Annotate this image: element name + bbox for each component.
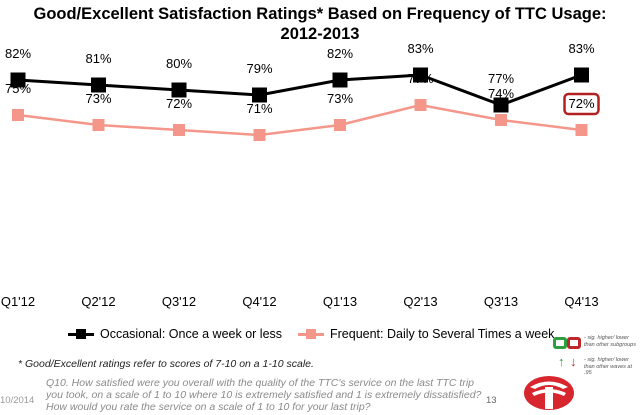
data-label: 83% <box>407 41 433 56</box>
sig-higher-box-icon <box>553 337 567 349</box>
data-label: 72% <box>568 96 594 111</box>
legend-occasional: Occasional: Once a week or less <box>68 327 282 341</box>
sig-arrows-text: - sig. higher/ lower than other waves at… <box>584 357 633 376</box>
chart-title-line2: 2012-2013 <box>280 25 360 43</box>
point-marker-occasional <box>252 87 267 103</box>
x-tick-label: Q4'12 <box>242 294 276 309</box>
data-label: 82% <box>5 46 31 61</box>
series-line-occasional <box>17 73 583 107</box>
data-label: 73% <box>327 91 353 106</box>
sig-lower-box-icon <box>567 337 581 349</box>
data-label: 77% <box>488 71 514 86</box>
legend-occasional-swatch <box>68 328 94 339</box>
x-tick-label: Q1'13 <box>323 294 357 309</box>
sig-highlight-box <box>563 92 600 116</box>
x-tick-label: Q3'12 <box>162 294 196 309</box>
x-tick-label: Q2'12 <box>81 294 115 309</box>
line-chart: 82% 81% 80% 79% 82% 83% 77% 83% 75% 73% 72% 71% 73% 7… <box>1 41 600 309</box>
point-marker-frequent <box>334 119 346 131</box>
chart-title-line1: Good/Excellent Satisfaction Ratings* Bas… <box>33 5 607 23</box>
footer-date: 10/2014 <box>0 395 35 406</box>
legend-frequent-marker <box>306 328 316 339</box>
legend-frequent: Frequent: Daily to Several Times a week <box>298 327 554 341</box>
point-marker-frequent <box>253 129 266 141</box>
point-marker-occasional <box>574 67 589 83</box>
legend-frequent-swatch <box>298 328 324 339</box>
data-label: 80% <box>166 56 192 71</box>
point-marker-frequent <box>12 109 24 121</box>
x-tick-label: Q2'13 <box>403 294 437 309</box>
point-marker-frequent <box>414 99 427 111</box>
page-number: 13 <box>486 395 497 406</box>
legend-occasional-label: Occasional: Once a week or less <box>100 327 283 341</box>
point-marker-occasional <box>91 77 106 93</box>
data-label: 73% <box>85 91 111 106</box>
data-label: 74% <box>488 86 514 101</box>
point-marker-occasional <box>10 72 26 88</box>
data-label: 81% <box>85 51 111 66</box>
data-label: 75% <box>5 81 31 96</box>
point-marker-occasional <box>413 67 428 83</box>
x-tick-label: Q3'13 <box>484 294 518 309</box>
series-line-frequent <box>17 103 582 137</box>
point-marker-occasional <box>171 82 187 98</box>
footnote: * Good/Excellent ratings refer to scores… <box>18 358 314 370</box>
data-label: 83% <box>568 41 594 56</box>
point-marker-frequent <box>575 124 588 136</box>
data-label: 77% <box>407 71 433 86</box>
x-tick-label: Q4'13 <box>564 294 598 309</box>
point-marker-frequent <box>92 119 105 131</box>
legend-occasional-marker <box>76 328 86 339</box>
point-marker-occasional <box>493 97 509 113</box>
down-arrow-icon: ↓ <box>570 354 577 369</box>
data-label: 72% <box>166 96 192 111</box>
up-arrow-icon: ↑ <box>558 354 565 369</box>
point-marker-occasional <box>332 72 348 88</box>
sig-boxes-text: - sig. higher/ lower than other subgroup… <box>584 335 636 348</box>
question-text: Q10. How satisfied were you overall with… <box>46 377 482 413</box>
point-marker-frequent <box>495 114 507 126</box>
point-marker-frequent <box>173 124 185 136</box>
data-label: 71% <box>246 101 272 116</box>
legend-frequent-label: Frequent: Daily to Several Times a week <box>330 327 555 341</box>
data-label: 82% <box>327 46 353 61</box>
data-label: 79% <box>246 61 272 76</box>
ttc-logo-icon <box>524 376 574 410</box>
x-tick-label: Q1'12 <box>1 294 35 309</box>
